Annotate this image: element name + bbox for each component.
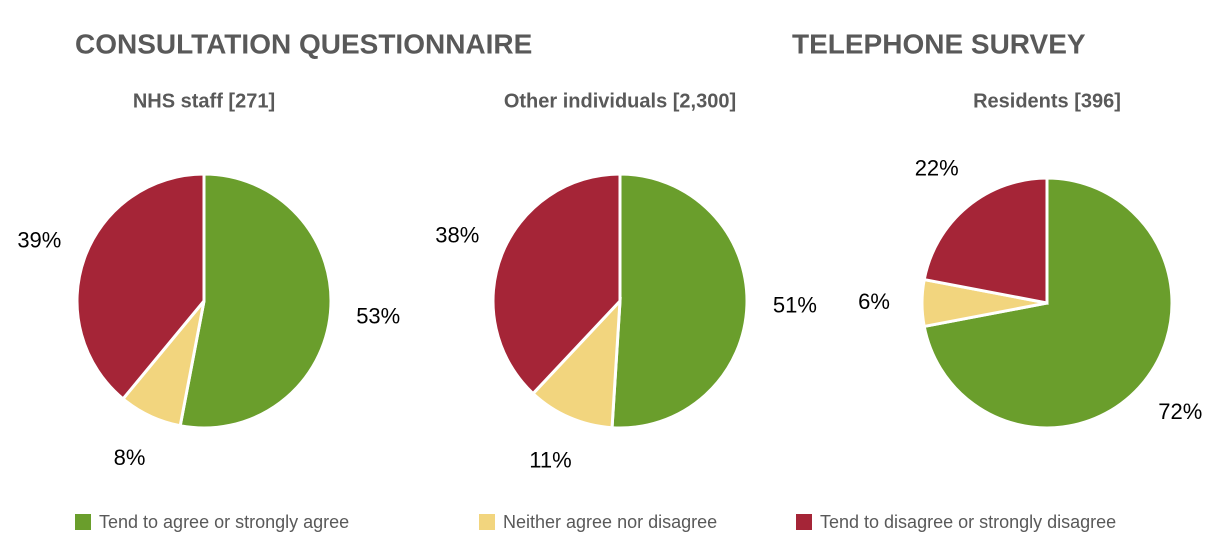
legend-label: Tend to disagree or strongly disagree [820, 512, 1116, 532]
pie-slice [610, 172, 749, 430]
value-label: 22% [915, 156, 959, 181]
pie-slice [530, 296, 622, 430]
legend-swatch [796, 514, 812, 530]
value-label: 11% [529, 447, 571, 472]
section-heading: TELEPHONE SURVEY [792, 28, 1086, 59]
pie-title: Other individuals [2,300] [504, 90, 736, 112]
pie-title: NHS staff [271] [133, 90, 275, 112]
value-label: 53% [356, 303, 400, 328]
section-heading: CONSULTATION QUESTIONNAIRE [75, 28, 532, 59]
value-label: 8% [114, 445, 146, 470]
pie-slice [922, 176, 1049, 305]
legend-label: Neither agree nor disagree [503, 512, 717, 532]
value-label: 39% [17, 228, 61, 253]
value-label: 38% [435, 222, 479, 247]
value-label: 51% [773, 292, 817, 317]
pie-title: Residents [396] [973, 90, 1121, 112]
legend-swatch [75, 514, 91, 530]
legend-label: Tend to agree or strongly agree [99, 512, 349, 532]
value-label: 6% [858, 289, 890, 314]
pie-slice [491, 172, 622, 396]
legend-swatch [479, 514, 495, 530]
value-label: 72% [1158, 399, 1202, 424]
pie-slice [75, 172, 206, 401]
pie-slice [178, 172, 333, 430]
